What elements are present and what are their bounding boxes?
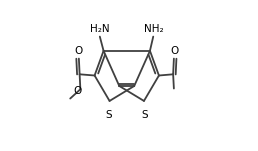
Text: S: S <box>141 110 148 120</box>
Text: O: O <box>73 86 81 96</box>
Text: NH₂: NH₂ <box>144 24 164 34</box>
Text: O: O <box>170 46 179 56</box>
Text: O: O <box>74 46 82 56</box>
Text: S: S <box>106 110 112 120</box>
Text: H₂N: H₂N <box>90 24 109 34</box>
